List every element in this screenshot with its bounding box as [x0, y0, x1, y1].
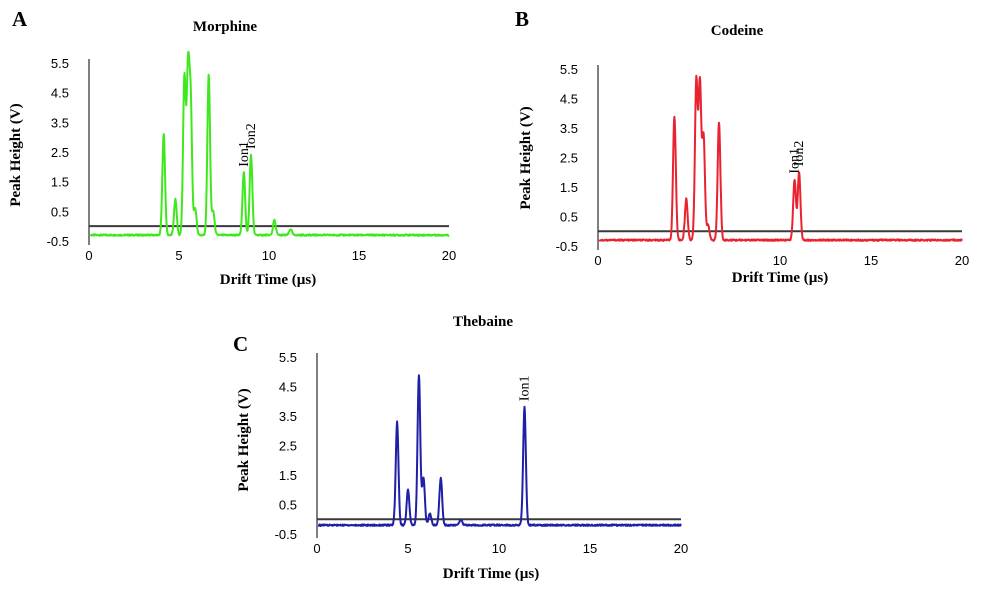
y-tick-label: 2.5 [51, 145, 69, 160]
x-tick-label: 15 [352, 248, 366, 263]
peak-point [183, 77, 185, 79]
panel-letter: C [233, 332, 248, 356]
peak-point [440, 477, 442, 479]
peak-point [208, 74, 210, 76]
y-tick-label: 1.5 [51, 175, 69, 190]
x-axis-label: Drift Time (µs) [220, 272, 316, 288]
peak-point [707, 224, 709, 226]
chart-c: C Thebaine -0.5 0.5 1.5 2.5 3.5 4.5 5.5 0 5 10 15 20 D… [233, 314, 688, 582]
x-axis-label: Drift Time (µs) [732, 270, 828, 286]
y-axis-label: Peak Height (V) [518, 106, 534, 209]
peak-point [396, 421, 398, 423]
chart-b: B Codeine -0.5 0.5 1.5 2.5 3.5 4.5 5.5 0 5 10 15 20 Dr… [515, 7, 969, 286]
peak-point [699, 83, 701, 85]
series-line [317, 374, 682, 527]
chart-title: Morphine [193, 19, 258, 35]
series-line [598, 74, 963, 242]
panel-letter: A [12, 7, 28, 31]
peak-annotation: Ion2 [792, 141, 807, 167]
x-tick-label: 5 [404, 541, 411, 556]
y-tick-label: 5.5 [51, 56, 69, 71]
x-tick-label: 10 [262, 248, 276, 263]
y-tick-label: 3.5 [560, 121, 578, 136]
chart-title: Codeine [711, 23, 764, 39]
y-tick-label: 1.5 [560, 180, 578, 195]
x-tick-label: 20 [442, 248, 456, 263]
y-tick-label: 0.5 [51, 204, 69, 219]
peak-point [243, 172, 245, 174]
peak-annotation: Ion1 [237, 141, 252, 167]
y-tick-label: -0.5 [556, 239, 578, 254]
series-line [89, 50, 450, 237]
peak-point [523, 406, 525, 408]
x-tick-label: 10 [492, 541, 506, 556]
x-tick-label: 0 [85, 248, 92, 263]
peak-point [194, 207, 196, 209]
y-axis-label: Peak Height (V) [236, 388, 252, 491]
peak-point [429, 512, 431, 514]
y-tick-label: 5.5 [560, 62, 578, 77]
y-tick-label: 3.5 [279, 409, 297, 424]
peak-annotation: Ion2 [244, 123, 259, 149]
panel-letter: B [515, 7, 529, 31]
x-tick-label: 15 [864, 253, 878, 268]
chart-a: A Morphine -0.5 0.5 1.5 2.5 3.5 4.5 5.5 0 5 10 15 20 D… [8, 7, 456, 288]
y-tick-label: 0.5 [279, 498, 297, 513]
peak-point [418, 374, 420, 376]
peak-point [187, 75, 189, 77]
y-tick-label: 2.5 [279, 439, 297, 454]
peak-point [273, 219, 275, 221]
peak-point [407, 489, 409, 491]
peak-point [685, 198, 687, 200]
x-tick-label: 0 [594, 253, 601, 268]
peak-point [212, 210, 214, 212]
peak-point [695, 80, 697, 82]
y-tick-label: 4.5 [560, 92, 578, 107]
y-tick-label: 5.5 [279, 350, 297, 365]
y-tick-label: -0.5 [275, 527, 297, 542]
peak-point [290, 228, 292, 230]
x-tick-label: 20 [955, 253, 969, 268]
y-tick-label: 0.5 [560, 210, 578, 225]
y-tick-label: -0.5 [47, 234, 69, 249]
y-tick-label: 4.5 [51, 86, 69, 101]
peak-point [703, 136, 705, 138]
x-axis-label: Drift Time (µs) [443, 566, 539, 582]
x-tick-label: 15 [583, 541, 597, 556]
y-tick-label: 2.5 [560, 151, 578, 166]
y-tick-label: 1.5 [279, 468, 297, 483]
x-tick-label: 0 [313, 541, 320, 556]
peak-point [460, 518, 462, 520]
y-tick-label: 4.5 [279, 380, 297, 395]
peak-point [794, 179, 796, 181]
peak-point [174, 198, 176, 200]
peak-point [422, 477, 424, 479]
x-tick-label: 5 [175, 248, 182, 263]
peak-point [163, 133, 165, 135]
peak-point [673, 115, 675, 117]
chart-title: Thebaine [453, 314, 513, 330]
y-axis-label: Peak Height (V) [8, 103, 24, 206]
x-tick-label: 20 [674, 541, 688, 556]
peak-annotation: Ion1 [517, 375, 532, 401]
x-tick-label: 10 [773, 253, 787, 268]
peak-point [718, 121, 720, 123]
x-tick-label: 5 [685, 253, 692, 268]
peak-annotation: Ion1 [788, 148, 803, 174]
y-tick-label: 3.5 [51, 115, 69, 130]
peak-point [190, 107, 192, 109]
